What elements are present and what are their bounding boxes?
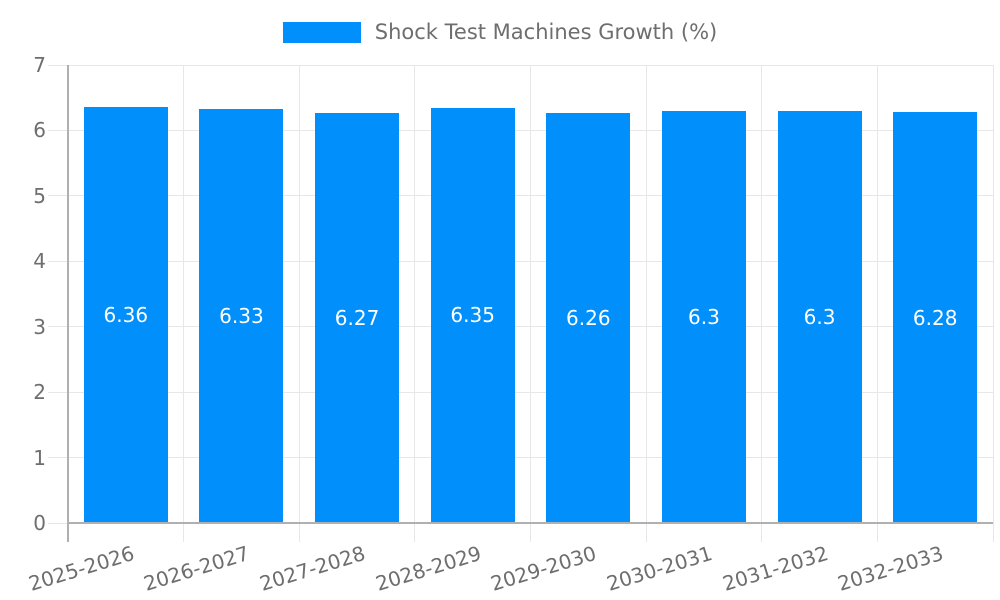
x-axis-tick — [183, 523, 185, 542]
bar-value-label: 6.3 — [803, 304, 836, 329]
y-tick-label: 4 — [33, 249, 46, 274]
legend-swatch-icon — [282, 21, 361, 43]
y-tick-label: 2 — [33, 380, 46, 405]
bar-value-label: 6.26 — [566, 306, 611, 331]
y-axis-tick — [48, 522, 68, 524]
bar[interactable]: 6.36 — [83, 106, 168, 523]
y-tick-label: 0 — [33, 511, 46, 535]
x-gridline — [992, 65, 994, 523]
plot-area: 0 1 2 3 4 5 6 7 6.36 6.33 6.27 6.35 6.26 6.3 6.3 6.28 20… — [26, 53, 994, 596]
y-tick-label: 6 — [33, 118, 46, 143]
bar[interactable]: 6.3 — [661, 110, 746, 523]
x-gridline — [530, 65, 531, 523]
bar-value-label: 6.3 — [688, 304, 720, 329]
x-axis-tick — [530, 523, 531, 542]
y-tick-label: 3 — [33, 314, 46, 339]
x-axis-tick — [645, 523, 647, 542]
x-axis-tick — [761, 523, 763, 542]
x-axis-tick — [876, 523, 878, 542]
x-tick-label: 2028-2029 — [372, 541, 484, 596]
y-axis-line — [67, 65, 69, 542]
y-tick-label: 1 — [33, 445, 46, 470]
x-tick-label: 2029-2030 — [488, 541, 600, 596]
x-tick-label: 2027-2028 — [256, 541, 369, 596]
y-axis-tick — [48, 129, 68, 131]
bar[interactable]: 6.35 — [430, 107, 515, 523]
x-axis-line — [68, 522, 993, 524]
bar[interactable]: 6.26 — [546, 113, 631, 523]
x-gridline — [645, 65, 647, 523]
x-gridline — [761, 65, 763, 523]
x-tick-label: 2032-2033 — [834, 541, 947, 596]
bar-value-label: 6.28 — [912, 305, 958, 330]
x-axis-tick — [414, 523, 416, 542]
x-gridline — [414, 65, 416, 523]
y-axis-tick — [48, 64, 68, 66]
y-axis-tick — [48, 391, 68, 393]
x-tick-label: 2030-2031 — [603, 541, 715, 596]
y-tick-label: 5 — [33, 183, 46, 208]
bar-value-label: 6.33 — [219, 303, 264, 328]
bar[interactable]: 6.33 — [199, 108, 284, 523]
bar-value-label: 6.36 — [103, 302, 149, 327]
x-tick-label: 2026-2027 — [141, 541, 253, 596]
y-axis-tick — [48, 260, 68, 262]
y-tick-label: 7 — [33, 53, 46, 77]
x-tick-label: 2025-2026 — [25, 541, 137, 596]
bar-value-label: 6.27 — [334, 305, 380, 330]
chart-legend[interactable]: Shock Test Machines Growth (%) — [0, 18, 1000, 46]
x-tick-label: 2031-2032 — [719, 541, 831, 596]
y-axis-tick — [48, 326, 68, 328]
x-axis-tick — [992, 523, 994, 542]
legend-label: Shock Test Machines Growth (%) — [374, 20, 718, 44]
x-gridline — [183, 65, 185, 523]
x-gridline — [298, 65, 300, 523]
y-axis-tick — [48, 457, 68, 459]
x-gridline — [876, 65, 878, 523]
bar[interactable]: 6.3 — [777, 110, 862, 523]
bar-value-label: 6.35 — [450, 303, 495, 328]
bar[interactable]: 6.27 — [315, 112, 400, 523]
x-axis-tick — [298, 523, 300, 542]
bar[interactable]: 6.28 — [893, 112, 978, 523]
y-axis-tick — [48, 195, 68, 197]
